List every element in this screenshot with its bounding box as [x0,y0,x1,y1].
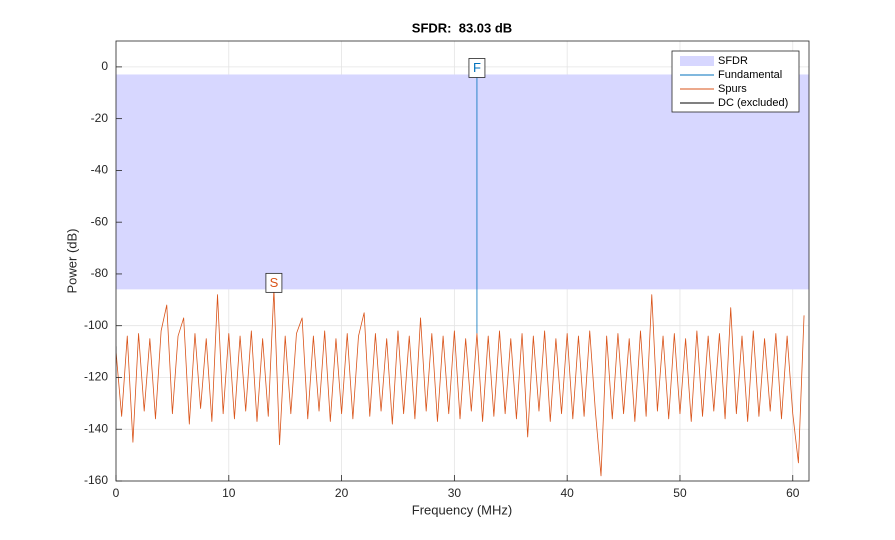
x-tick-label: 10 [222,486,236,500]
annotation-box [468,58,486,78]
y-tick-label: -160 [84,473,108,487]
x-axis-label: Frequency (MHz) [412,502,512,517]
legend: SFDR Fundamental Spurs DC (excluded) [671,50,800,113]
series-line [116,288,805,477]
x-tick-label: 30 [448,486,462,500]
legend-swatch [680,56,714,66]
annotation-label: S [270,275,279,290]
y-tick-label: 0 [101,59,108,73]
annotation-box [265,272,283,293]
x-tick-label: 40 [560,486,574,500]
y-tick-label: -80 [91,266,109,280]
x-tick-label: 50 [673,486,687,500]
axes-box [115,40,810,482]
ticks: 0 10 20 30 40 50 60 -160 -140 -120 -100 -80 -60 -40 -2… [84,59,800,500]
legend-label: Fundamental [718,69,782,81]
y-tick-label: -140 [84,421,108,435]
legend-label: SFDR [718,55,748,67]
chart-title: SFDR: 83.03 dB [412,20,512,35]
x-tick-label: 60 [786,486,800,500]
legend-label: Spurs [718,83,747,95]
x-tick-label: 20 [335,486,349,500]
y-tick-label: -40 [91,163,109,177]
annotations: FS [265,58,486,293]
annotation-label: F [473,60,481,75]
legend-label: DC (excluded) [718,97,788,109]
x-tick-label: 0 [113,486,120,500]
y-tick-label: -20 [91,111,109,125]
y-tick-label: -100 [84,318,108,332]
y-axis-label: Power (dB) [64,228,79,293]
y-tick-label: -60 [91,214,109,228]
y-tick-label: -120 [84,370,108,384]
